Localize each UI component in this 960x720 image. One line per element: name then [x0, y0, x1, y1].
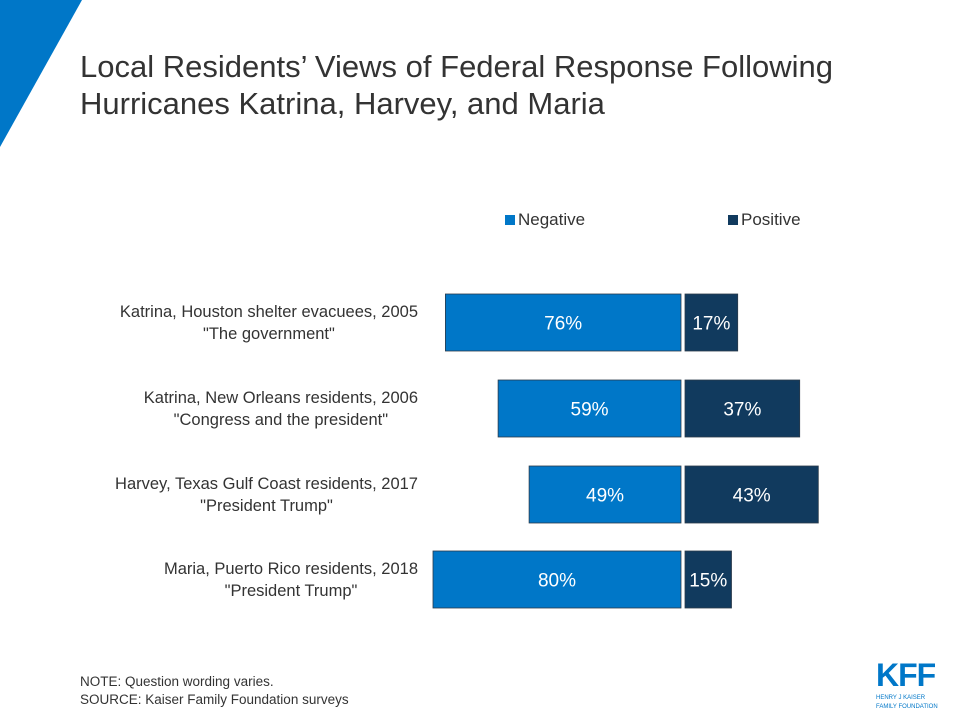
- legend-swatch-negative: [505, 215, 515, 225]
- note-text: NOTE: Question wording varies.: [80, 674, 274, 689]
- legend-label: Positive: [741, 210, 801, 229]
- bar-negative: [444, 293, 682, 352]
- bar-negative: [432, 550, 682, 609]
- bar-negative: [497, 379, 682, 438]
- data-label: 43%: [733, 486, 771, 507]
- bar-negative: [528, 465, 682, 524]
- corner-decoration: [0, 0, 82, 147]
- bar-positive: [684, 550, 732, 609]
- data-label: 17%: [692, 314, 730, 335]
- data-label: 37%: [723, 400, 761, 421]
- category-label: Harvey, Texas Gulf Coast residents, 2017…: [115, 475, 418, 515]
- data-label: 49%: [586, 486, 624, 507]
- footnote: NOTE: Question wording varies. SOURCE: K…: [80, 673, 349, 709]
- legend-item-positive: Positive: [728, 210, 801, 230]
- category-label: Maria, Puerto Rico residents, 2018 "Presi…: [163, 560, 418, 600]
- category-label: Katrina, Houston shelter evacuees, 2005 "…: [119, 303, 418, 343]
- legend-item-negative: Negative: [505, 210, 585, 230]
- kff-logo: KFF HENRY J KAISER FAMILY FOUNDATION: [876, 656, 956, 712]
- bar-positive: [684, 465, 819, 524]
- logo-subtitle-1: HENRY J KAISER: [876, 695, 926, 701]
- logo-text: KFF: [876, 657, 936, 693]
- data-label: 76%: [544, 314, 582, 335]
- bar-positive: [684, 293, 739, 352]
- category-label: Katrina, New Orleans residents, 2006 "Con…: [143, 389, 418, 429]
- data-label: 80%: [538, 571, 576, 592]
- legend-label: Negative: [518, 210, 586, 229]
- legend-swatch-positive: [728, 215, 738, 225]
- chart-title: Local Residents’ Views of Federal Respon…: [80, 49, 834, 121]
- logo-subtitle-2: FAMILY FOUNDATION: [876, 704, 938, 710]
- bar-positive: [684, 379, 801, 438]
- data-label: 59%: [571, 400, 609, 421]
- source-text: SOURCE: Kaiser Family Foundation surveys: [80, 692, 349, 707]
- data-label: 15%: [689, 571, 727, 592]
